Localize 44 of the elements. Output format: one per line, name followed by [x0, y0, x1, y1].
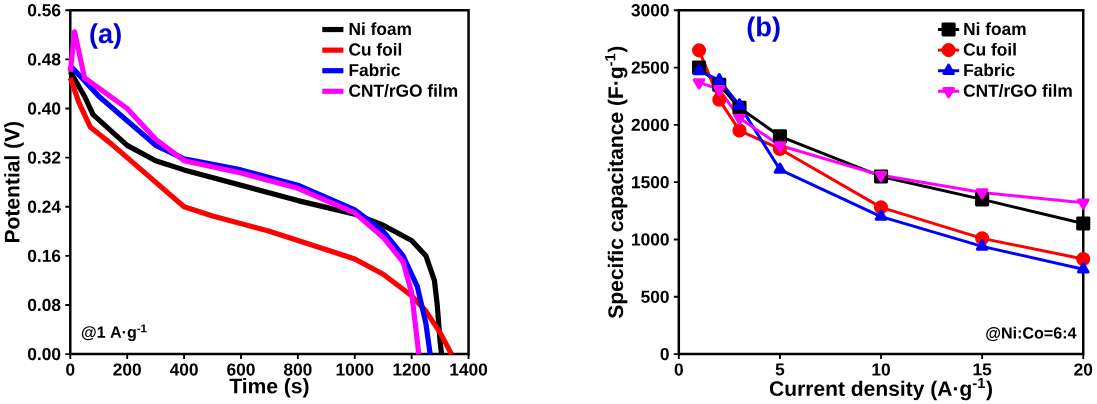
annotation: (b)	[747, 16, 780, 42]
x-tick-label: 200	[113, 363, 141, 376]
x-tick-label: 5	[775, 363, 785, 376]
x-axis-title: Time (s)	[229, 377, 309, 398]
x-tick-label: 0	[66, 363, 75, 376]
y-tick-label: 0.48	[27, 53, 61, 66]
y-tick-label: 0.32	[27, 151, 61, 164]
x-tick-label: 20	[1074, 363, 1093, 376]
y-tick-label: 1500	[632, 175, 669, 189]
legend-label: Fabric	[964, 63, 1015, 77]
y-tick-label: 0.16	[27, 249, 61, 262]
x-tick-label: 400	[169, 363, 198, 376]
legend-label: Cu foil	[349, 42, 402, 56]
y-tick-label: 2500	[631, 61, 669, 74]
y-axis-title: Specific capacitance (F·g$^{-1}$)	[605, 46, 628, 318]
x-tick-label: 600	[227, 363, 255, 376]
x-tick-label: 10	[872, 363, 890, 376]
x-tick-label: 800	[283, 363, 312, 376]
y-tick-label: 2000	[631, 118, 669, 131]
y-tick-label: 0.00	[27, 347, 61, 361]
legend-label: CNT/rGO film	[349, 83, 458, 97]
legend-label: CNT/rGO film	[963, 83, 1072, 97]
legend-label: Cu foil	[963, 42, 1016, 56]
y-tick-label: 3000	[631, 3, 669, 17]
y-tick-label: 1000	[632, 233, 669, 246]
y-tick-label: 0.08	[27, 298, 61, 311]
x-tick-label: 1400	[450, 363, 488, 376]
y-tick-label: 0.24	[27, 200, 61, 213]
x-tick-label: 15	[973, 363, 992, 376]
x-tick-label: 1000	[336, 363, 374, 376]
y-axis-title: Potential (V)	[4, 121, 24, 242]
legend-label: Ni foam	[349, 22, 411, 35]
legend-label: Fabric	[349, 63, 400, 77]
x-axis-title: Current density (A·g$^{-1}$)	[769, 377, 992, 401]
x-tick-label: 0	[674, 363, 683, 376]
annotation: @Ni:Co=6:4	[986, 326, 1077, 341]
y-tick-label: 0.40	[27, 102, 61, 115]
legend-label: Ni foam	[964, 22, 1026, 35]
annotation: (a)	[90, 23, 121, 49]
annotation: @1 A·g$^{-1}$	[81, 324, 147, 341]
y-tick-label: 0	[660, 347, 669, 361]
x-tick-label: 1200	[393, 363, 431, 376]
y-tick-label: 500	[641, 290, 669, 303]
y-tick-label: 0.56	[27, 3, 61, 17]
